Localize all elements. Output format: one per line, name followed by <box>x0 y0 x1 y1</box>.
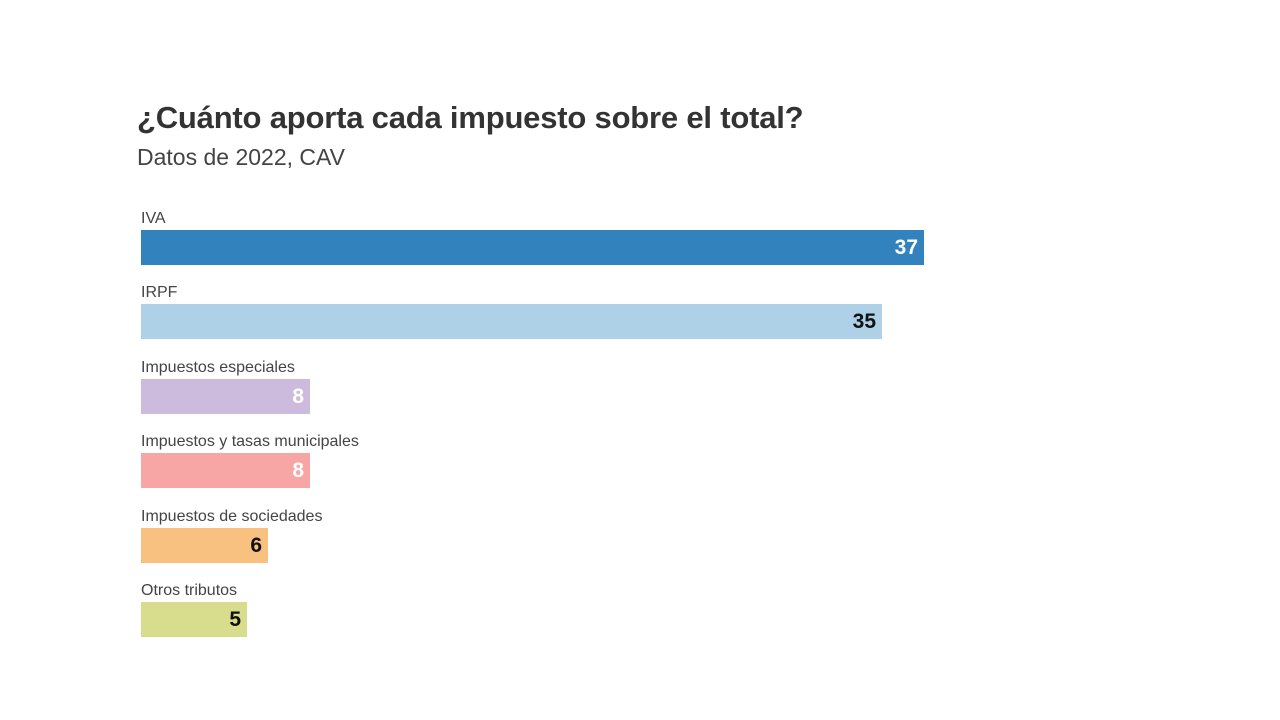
bar: 8 <box>141 453 310 489</box>
bar: 5 <box>141 602 247 637</box>
bar: 8 <box>141 378 310 414</box>
bars-area: IVA 37 IRPF 35 Impuestos especiales 8 Impuesto… <box>137 100 1137 700</box>
bar-value-label: 37 <box>894 236 918 259</box>
bar-label: IRPF <box>141 284 178 302</box>
bar-value-label: 8 <box>292 384 304 408</box>
bar-label: Otros tributos <box>141 582 238 599</box>
chart-subtitle: Datos de 2022, CAV <box>137 144 345 170</box>
bar-label: Impuestos de sociedades <box>141 507 323 525</box>
bar-value-label: 35 <box>852 310 876 334</box>
bar: 35 <box>141 304 882 340</box>
bar-value-label: 6 <box>250 533 262 557</box>
bar: 37 <box>141 230 924 265</box>
bar-value-label: 8 <box>292 459 304 483</box>
chart-title: ¿Cuánto aporta cada impuesto sobre el to… <box>137 100 804 135</box>
bar-value-label: 5 <box>229 608 241 631</box>
bar-label: Impuestos y tasas municipales <box>141 433 359 451</box>
bar-label: Impuestos especiales <box>141 358 295 376</box>
bar-label: IVA <box>141 210 166 227</box>
bar: 6 <box>141 527 268 563</box>
